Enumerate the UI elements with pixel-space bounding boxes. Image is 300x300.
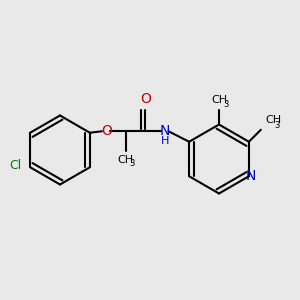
Text: H: H — [161, 136, 169, 146]
Text: O: O — [101, 124, 112, 138]
Text: 3: 3 — [223, 100, 228, 109]
Text: O: O — [140, 92, 151, 106]
Text: Cl: Cl — [10, 159, 22, 172]
Text: N: N — [246, 169, 256, 183]
Text: 3: 3 — [274, 122, 280, 130]
Text: CH: CH — [118, 155, 134, 165]
Text: CH: CH — [266, 115, 281, 125]
Text: N: N — [160, 124, 170, 138]
Text: CH: CH — [211, 95, 227, 105]
Text: 3: 3 — [130, 160, 135, 169]
